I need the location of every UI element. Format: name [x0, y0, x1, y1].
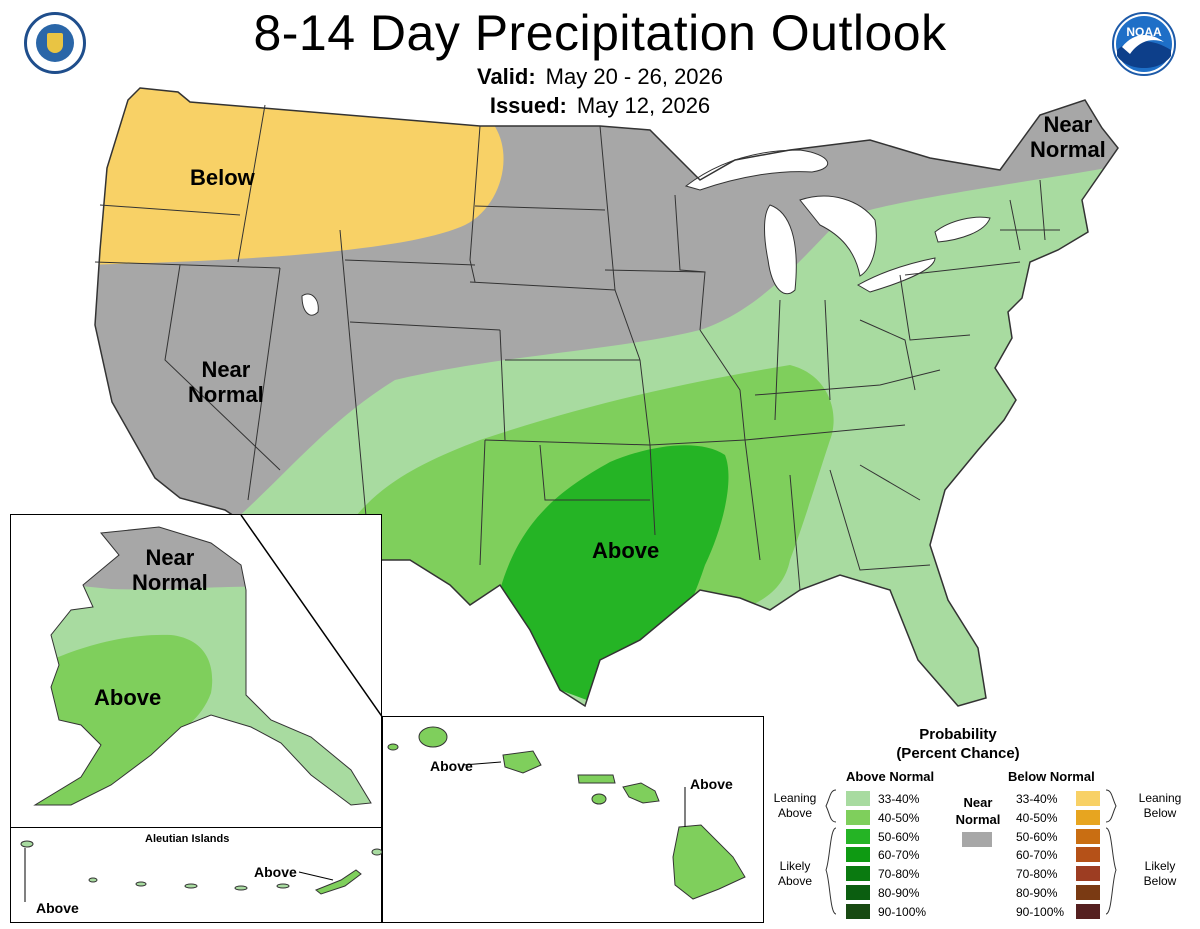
legend-below-range: 40-50%: [1016, 810, 1058, 825]
legend-near-line2: Normal: [955, 812, 1001, 827]
legend-below-range: 70-80%: [1016, 867, 1058, 882]
aleutian-label-above-east: Above: [254, 864, 297, 880]
leaning-above-line1: Leaning: [773, 791, 817, 805]
label-above-south: Above: [592, 538, 660, 563]
likely-below-line2: Below: [1143, 874, 1177, 888]
label-near-west-line1: Near: [201, 357, 251, 382]
aleutian-map: [20, 840, 383, 902]
aleutian-label-above-west: Above: [36, 900, 79, 916]
legend-above-swatch: [846, 903, 870, 919]
legend-above-header: Above Normal: [846, 769, 935, 784]
issued-value: May 12, 2026: [576, 93, 711, 118]
label-below: Below: [190, 165, 255, 190]
legend-likely-above: Likely Above: [765, 859, 825, 889]
legend-near-normal: Near Normal: [950, 794, 1006, 828]
legend-below-swatch: [1076, 791, 1100, 806]
legend-leaning-below: Leaning Below: [1130, 791, 1190, 821]
legend-title-line2: (Percent Chance): [896, 745, 1020, 762]
legend-above-range: 40-50%: [878, 810, 920, 825]
legend-above-swatch: [846, 885, 870, 900]
label-near-west-line2: Normal: [188, 382, 264, 407]
legend-below-swatch: [1076, 828, 1100, 844]
hawaii-label-above-west: Above: [430, 758, 473, 774]
likely-above-line1: Likely: [779, 859, 811, 873]
legend-below-range: 80-90%: [1016, 886, 1058, 900]
hawaii-label-above-east: Above: [690, 776, 733, 792]
alaska-near-line1: Near: [145, 545, 195, 570]
label-near-ne-line2: Normal: [1030, 137, 1106, 162]
legend-below-range: 50-60%: [1016, 829, 1058, 844]
legend-title-line1: Probability: [919, 726, 997, 743]
legend-below-swatch: [1076, 847, 1100, 863]
issued-label: Issued:: [489, 93, 567, 118]
legend-above-swatch: [846, 847, 870, 863]
legend-below-swatch: [1076, 903, 1100, 919]
legend-below-range: 90-100%: [1016, 904, 1065, 919]
label-near-ne-line1: Near: [1043, 112, 1093, 137]
issued-date: Issued: May 12, 2026: [0, 93, 1200, 119]
noaa-logo-text: NOAA: [1126, 25, 1162, 39]
legend-title: Probability (Percent Chance): [870, 725, 1046, 763]
noaa-logo-icon: NOAA: [1112, 12, 1176, 76]
legend-above-range: 80-90%: [878, 886, 920, 900]
legend-below-range: 60-70%: [1016, 848, 1058, 863]
hawaii-map: [387, 726, 746, 900]
legend-above-range: 33-40%: [878, 792, 920, 806]
legend-leaning-above: Leaning Above: [765, 791, 825, 821]
label-near-normal-northeast: Near Normal: [1030, 112, 1106, 162]
legend-below-swatch: [1076, 866, 1100, 882]
great-lakes: [301, 149, 991, 316]
legend-above-swatch: [846, 791, 870, 806]
legend-below-swatch: [1076, 885, 1100, 900]
valid-value: May 20 - 26, 2026: [545, 64, 724, 89]
legend-below-swatch: [1076, 809, 1100, 825]
alaska-label-above: Above: [94, 685, 162, 710]
valid-dates: Valid: May 20 - 26, 2026: [0, 64, 1200, 90]
legend-above-swatch: [846, 828, 870, 844]
legend-likely-below: Likely Below: [1130, 859, 1190, 889]
likely-below-line1: Likely: [1144, 859, 1176, 873]
legend-above-swatch: [846, 866, 870, 882]
legend-above-swatch: [846, 809, 870, 825]
map-title: 8-14 Day Precipitation Outlook: [253, 5, 947, 61]
alaska-inset: [10, 514, 384, 828]
aleutian-title: Aleutian Islands: [145, 833, 230, 845]
aleutian-inset: [10, 827, 383, 923]
doc-seal-icon: [24, 12, 86, 74]
legend-below-header: Below Normal: [1008, 769, 1095, 784]
alaska-near-line2: Normal: [132, 570, 208, 595]
hawaii-inset: [382, 716, 764, 923]
alaska-label-near-normal: Near Normal: [132, 545, 208, 595]
leaning-below-line1: Leaning: [1138, 791, 1182, 805]
legend-above-range: 50-60%: [878, 829, 920, 844]
legend-below-range: 33-40%: [1016, 792, 1058, 806]
label-near-normal-west: Near Normal: [188, 357, 264, 407]
alaska-map: [33, 514, 384, 806]
legend-above-range: 90-100%: [878, 904, 927, 919]
leaning-above-line2: Above: [777, 806, 813, 820]
valid-label: Valid:: [476, 64, 536, 89]
likely-above-line2: Above: [777, 874, 813, 888]
legend-near-line1: Near: [963, 795, 993, 810]
legend-above-range: 60-70%: [878, 848, 920, 863]
legend-above-range: 70-80%: [878, 867, 920, 882]
leaning-below-line2: Below: [1143, 806, 1177, 820]
legend-near-normal-swatch: [962, 832, 992, 847]
